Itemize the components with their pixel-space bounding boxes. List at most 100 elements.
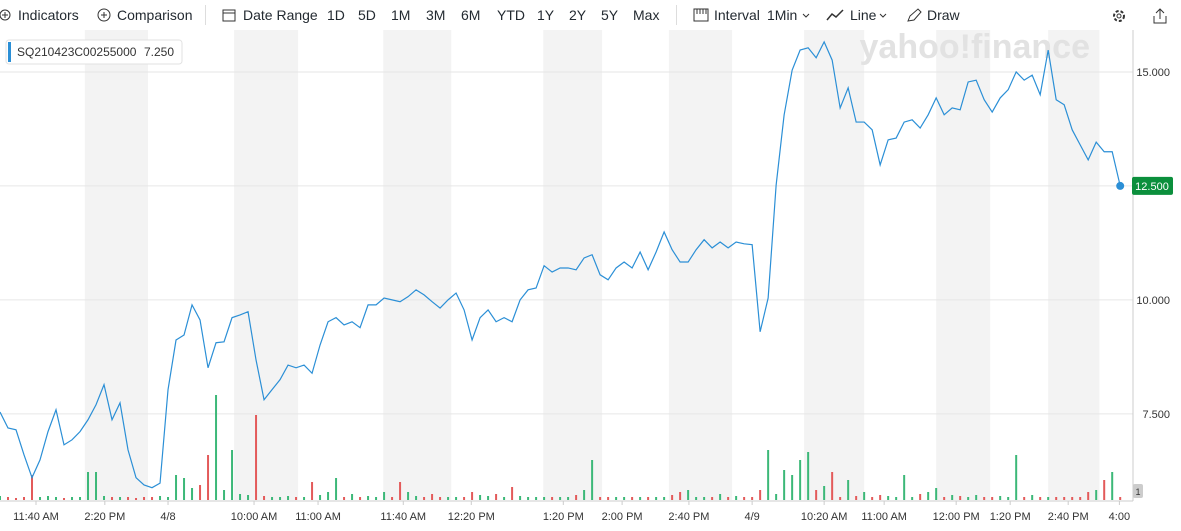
volume-bar — [591, 460, 594, 500]
volume-bar — [167, 497, 170, 500]
x-tick-label: 4:00 — [1109, 511, 1130, 523]
volume-bar — [183, 478, 186, 500]
volume-bar — [63, 498, 66, 500]
volume-bar — [263, 496, 266, 500]
volume-bar — [391, 497, 394, 500]
settings-icon[interactable] — [1111, 8, 1127, 24]
interval-value[interactable]: 1Min — [767, 7, 798, 23]
volume-bar — [343, 497, 346, 500]
range-button[interactable]: Max — [633, 7, 660, 23]
y-tick-label: 15.000 — [1136, 67, 1170, 79]
volume-bar — [375, 497, 378, 500]
chart-style-button[interactable]: Line — [850, 7, 877, 23]
date-range-button[interactable]: Date Range — [243, 7, 318, 23]
volume-bar — [679, 492, 682, 500]
x-tick-label: 2:40 PM — [668, 511, 709, 523]
range-button[interactable]: 1Y — [537, 7, 555, 23]
volume-bar — [1095, 490, 1098, 500]
volume-bar — [407, 492, 410, 500]
indicators-button[interactable]: Indicators — [18, 7, 79, 23]
legend: SQ210423C00255000 7.250 — [5, 39, 183, 65]
volume-bar — [247, 495, 250, 500]
volume-bar — [423, 497, 426, 500]
volume-bar — [719, 494, 722, 500]
range-button[interactable]: 3M — [426, 7, 446, 23]
volume-bar — [807, 452, 810, 500]
volume-bar — [943, 497, 946, 500]
range-button[interactable]: 5D — [358, 7, 376, 23]
band — [84, 30, 149, 500]
volume-bar — [399, 482, 402, 500]
share-icon[interactable] — [1153, 8, 1167, 24]
volume-bar — [903, 475, 906, 500]
volume-bar — [687, 490, 690, 500]
volume-bar — [743, 497, 746, 500]
volume-bar — [839, 497, 842, 500]
volume-bar — [1047, 497, 1050, 500]
volume-bar — [335, 478, 338, 500]
volume-bar — [223, 490, 226, 500]
icon — [97, 8, 111, 22]
volume-scale-label: 1 — [1135, 487, 1140, 497]
band — [668, 30, 733, 500]
volume-bar — [615, 497, 618, 500]
band — [1048, 30, 1100, 500]
range-button[interactable]: 1D — [327, 7, 345, 23]
volume-bar — [199, 485, 202, 500]
volume-bar — [215, 395, 218, 500]
volume-bar — [151, 497, 154, 500]
volume-bar — [663, 497, 666, 500]
volume-bar — [39, 497, 42, 500]
volume-bar — [1071, 497, 1074, 500]
range-button[interactable]: YTD — [497, 7, 525, 23]
volume-bar — [951, 495, 954, 500]
volume-bar — [207, 455, 210, 500]
volume-bar — [159, 496, 162, 500]
volume-bar — [831, 472, 834, 500]
volume-bar — [55, 497, 58, 500]
icon — [0, 9, 11, 21]
x-tick-label: 4/8 — [160, 511, 175, 523]
x-tick-label: 1:20 PM — [543, 511, 584, 523]
range-button[interactable]: 1M — [391, 7, 411, 23]
volume-bar — [31, 475, 34, 500]
volume-bar — [303, 497, 306, 500]
x-tick-label: 10:20 AM — [801, 511, 847, 523]
comparison-button[interactable]: Comparison — [117, 7, 193, 23]
volume-bar — [0, 496, 1, 500]
icon — [693, 8, 709, 22]
y-tick-label: 10.000 — [1136, 295, 1170, 307]
range-button[interactable]: 2Y — [569, 7, 587, 23]
volume-bar — [959, 496, 962, 500]
draw-button[interactable]: Draw — [927, 7, 960, 23]
volume-bar — [143, 497, 146, 500]
icon — [907, 8, 922, 22]
volume-bar — [871, 497, 874, 500]
volume-bar — [751, 497, 754, 500]
volume-bar — [983, 497, 986, 500]
range-button[interactable]: 6M — [461, 7, 481, 23]
range-button[interactable]: 5Y — [601, 7, 619, 23]
interval-label[interactable]: Interval — [714, 7, 760, 23]
volume-bar — [735, 496, 738, 500]
volume-bar — [1007, 497, 1010, 500]
volume-bar — [95, 472, 98, 500]
volume-bar — [775, 494, 778, 500]
volume-bar — [103, 496, 106, 500]
separator — [676, 5, 677, 25]
volume-bar — [887, 496, 890, 500]
volume-bar — [927, 492, 930, 500]
volume-bar — [471, 492, 474, 500]
volume-bar — [383, 492, 386, 500]
volume-bar — [431, 494, 434, 500]
volume-bar — [991, 497, 994, 500]
volume-bar — [999, 496, 1002, 500]
volume-bar — [135, 498, 138, 500]
chart: yahoo!finance 7.50010.00012.50015.00011:… — [0, 30, 1173, 523]
volume-bar — [543, 497, 546, 500]
legend-value: 7.250 — [144, 45, 174, 59]
volume-bar — [47, 496, 50, 500]
volume-bar — [519, 496, 522, 500]
x-tick-label: 11:40 AM — [380, 511, 426, 523]
band — [234, 30, 299, 500]
